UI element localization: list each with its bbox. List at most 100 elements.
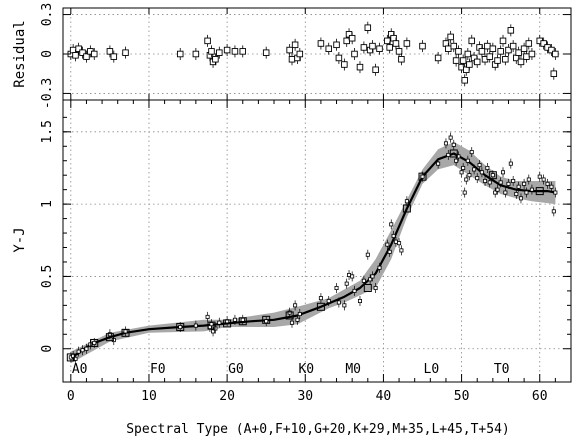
data-point	[465, 158, 470, 163]
residual-point	[550, 70, 558, 77]
standard-marker	[535, 187, 544, 196]
data-point	[479, 170, 484, 175]
main-y-axis-label: Y-J	[12, 227, 28, 252]
data-point	[498, 180, 503, 185]
data-point	[483, 178, 488, 183]
data-point	[487, 180, 492, 185]
residual-point	[360, 44, 368, 51]
data-point	[385, 242, 390, 247]
residual-point	[484, 42, 491, 50]
residual-point	[497, 48, 504, 55]
residual-point	[395, 48, 403, 55]
data-point	[326, 299, 331, 304]
data-point	[289, 320, 294, 325]
data-point	[389, 222, 394, 227]
standard-marker	[449, 149, 458, 158]
data-point	[342, 303, 347, 308]
data-point	[526, 177, 531, 182]
residual-point	[507, 27, 515, 34]
main-y-tick-label: 1.5	[40, 120, 55, 143]
standard-marker	[316, 302, 325, 311]
residual-point	[447, 33, 454, 41]
main-x-tick-label: 60	[532, 389, 548, 404]
residual-point	[204, 37, 211, 45]
data-point	[217, 320, 222, 325]
main-axis-ticks: 0 0.5 1 1.5 0 10 20 30 40 50 60	[40, 100, 571, 404]
data-point	[551, 209, 556, 214]
residual-point	[296, 50, 304, 58]
residual-point	[376, 45, 383, 52]
spectral-type-label: G0	[228, 362, 244, 377]
data-point	[352, 288, 357, 293]
data-point	[365, 252, 370, 257]
data-point	[436, 161, 441, 166]
main-y-tick-label: 1	[40, 200, 55, 208]
residual-points	[67, 21, 559, 87]
residual-point	[356, 63, 364, 71]
residual-point	[216, 49, 223, 56]
residual-point	[452, 57, 460, 64]
residual-point	[502, 56, 509, 63]
residual-point	[176, 50, 184, 58]
residual-point	[192, 50, 200, 58]
residual-point	[499, 37, 507, 45]
residual-point	[463, 66, 470, 74]
data-point	[391, 233, 396, 238]
data-point	[84, 346, 89, 351]
data-point	[368, 277, 373, 282]
residual-point	[286, 46, 293, 54]
residual-y-ticks: -0.3 0 0.3	[40, 3, 571, 109]
residual-point	[468, 37, 475, 45]
residual-point	[75, 45, 82, 52]
residual-point	[494, 57, 501, 64]
data-point	[537, 174, 542, 179]
data-point	[448, 135, 453, 140]
data-point	[387, 249, 392, 254]
main-x-tick-label: 0	[67, 389, 75, 404]
spectral-type-label: M0	[345, 362, 361, 377]
data-point	[350, 274, 355, 279]
data-point	[178, 325, 183, 330]
data-point	[529, 187, 534, 192]
residual-point	[231, 48, 239, 55]
standard-marker	[90, 338, 99, 347]
residual-point	[459, 57, 467, 64]
residual-point	[208, 48, 215, 55]
data-point	[336, 300, 341, 305]
data-point	[123, 329, 128, 334]
residual-point	[392, 40, 400, 47]
data-point	[467, 173, 472, 178]
main-y-tick-label: 0	[40, 345, 55, 353]
residual-point	[333, 41, 340, 49]
data-point	[508, 161, 513, 166]
residual-point	[91, 50, 98, 58]
residual-point	[72, 52, 79, 59]
data-point	[287, 310, 292, 315]
data-point	[454, 158, 459, 163]
standard-marker	[121, 328, 130, 337]
residual-point	[419, 42, 426, 50]
residual-point	[288, 56, 296, 63]
residual-point	[473, 58, 481, 66]
data-point	[477, 163, 482, 168]
spectral-type-label: L0	[424, 362, 440, 377]
residual-y-tick-label: 0	[40, 50, 55, 58]
data-point	[232, 317, 237, 322]
residual-point	[515, 49, 522, 56]
standard-marker	[262, 315, 271, 324]
data-point	[193, 323, 198, 328]
data-point	[495, 187, 500, 192]
spectral-type-labels: A0 F0 G0 K0 M0 L0 T0	[72, 362, 510, 377]
residual-point	[351, 50, 358, 58]
residual-y-axis-label: Residual	[12, 20, 28, 87]
residual-point	[83, 53, 90, 60]
spectral-type-label: K0	[298, 362, 314, 377]
x-axis-label: Spectral Type (A+0,F+10,G+20,K+29,M+35,L…	[126, 422, 510, 437]
residual-point	[552, 50, 559, 58]
standard-marker	[207, 321, 216, 330]
data-point	[472, 167, 477, 172]
residual-point	[364, 24, 372, 31]
spectral-type-label: T0	[494, 362, 510, 377]
residual-grid	[63, 8, 571, 100]
